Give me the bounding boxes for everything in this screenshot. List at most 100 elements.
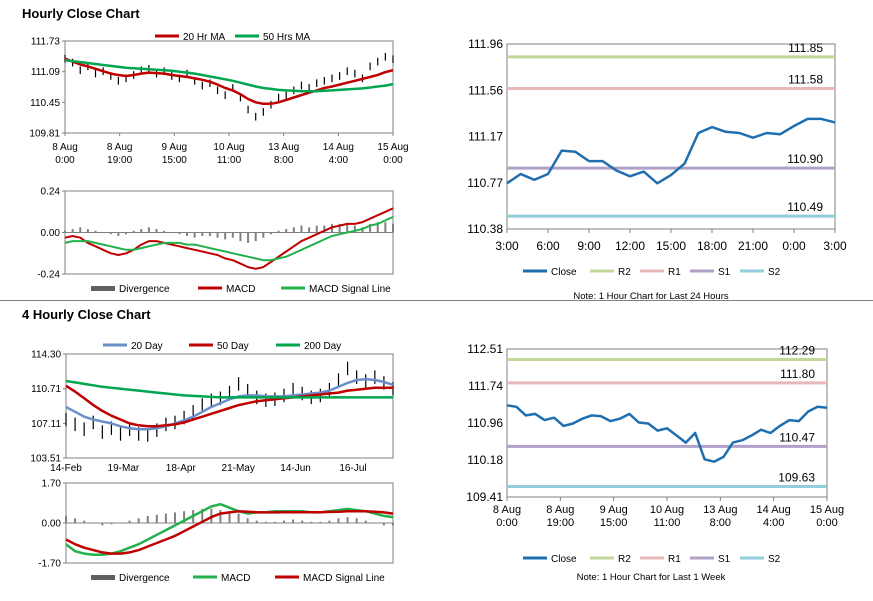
fourh-macd-ytick-0: 1.70 [42,479,62,490]
hourly-price-legend-label-1: 50 Hrs MA [263,32,311,43]
fourh-levels-level-label-s2: 109.63 [778,470,815,484]
fourh-levels-ytick-4: 109.41 [466,490,503,504]
fourh-price-ma20 [65,377,394,431]
hourly-price-xtick-day-1: 8 Aug [107,142,133,153]
fourh-price-xtick-4: 14-Jun [280,463,311,474]
hourly-macd-ytick-2: -0.24 [37,270,60,281]
fourh-price-xtick-5: 16-Jul [339,463,366,474]
fourh-price-legend-label-1: 50 Day [217,341,249,352]
hourly-levels-legend-label-1: R2 [618,267,631,278]
fourh-levels-xtick-day-1: 8 Aug [546,504,574,516]
hourly-macd-signal [64,215,394,262]
fourh-levels-ytick-2: 110.96 [467,416,503,430]
fourh-macd-ytick-1: 0.00 [42,519,62,530]
hourly-levels-ytick-1: 111.56 [468,83,503,97]
hourly-price-ytick-0: 111.73 [31,37,61,48]
hourly-levels-level-label-s2: 110.49 [787,200,823,214]
fourh-levels-xtick-time-1: 19:00 [547,517,575,529]
fourh-price-legend-label-2: 200 Day [304,341,341,352]
hourly-levels-ytick-3: 110.77 [467,176,503,190]
hourly-levels-legend-label-3: S1 [718,267,731,278]
hourly-price-xtick-day-4: 13 Aug [268,142,299,153]
hourly-price-xtick-day-2: 9 Aug [162,142,188,153]
hourly-price-xtick-day-3: 10 Aug [213,142,244,153]
fourh-levels-xtick-time-0: 0:00 [496,517,517,529]
fourh-price-ma50 [65,384,393,428]
fourh-macd-legend-label-0: Divergence [119,573,170,584]
hourly-levels-xtick-1: 6:00 [536,239,560,253]
hourly-levels-xtick-4: 15:00 [656,239,686,253]
hourly-price-ytick-2: 110.45 [30,98,60,109]
hourly-price-line-1 [64,57,394,106]
fourh-macd-legend-label-1: MACD [221,573,250,584]
hourly-macd-legend-label-1: MACD [226,284,255,295]
fourh-levels-ytick-1: 111.74 [468,379,503,393]
hourly-levels-ytick-2: 111.17 [468,130,503,144]
hourly-levels-xtick-5: 18:00 [697,239,727,253]
four-hourly-section-title: 4 Hourly Close Chart [22,307,151,322]
fourh-levels-legend-label-4: S2 [768,554,781,565]
fourh-price-xtick-0: 14-Feb [50,463,82,474]
hourly-levels-xtick-8: 3:00 [823,239,847,253]
hourly-macd-ytick-1: 0.00 [41,228,61,239]
hourly-price-line-2 [64,58,394,93]
fourh-levels-level-label-r2: 112.29 [779,344,815,358]
fourh-levels-xtick-time-5: 4:00 [763,517,784,529]
hourly-price-ytick-1: 111.09 [31,67,61,78]
fourh-levels-legend-label-3: S1 [718,554,731,565]
hourly-price-legend-label-0: 20 Hr MA [183,32,226,43]
hourly-levels-close-line [506,117,836,185]
fourh-price-ytick-1: 110.71 [31,384,61,395]
fourh-levels-xtick-time-6: 0:00 [816,517,837,529]
fourh-levels-xtick-time-3: 11:00 [654,517,681,529]
hourly-price-xtick-day-0: 8 Aug [52,142,78,153]
fourh-macd-signal [65,509,394,555]
fourh-price-xtick-3: 21-May [222,463,255,474]
hourly-price-xtick-day-6: 15 Aug [377,142,408,153]
hourly-levels-legend-label-0: Close [551,267,577,278]
fourh-levels-level-label-s1: 110.47 [779,430,815,444]
fourh-levels-xtick-day-3: 10 Aug [650,504,684,516]
hourly-levels-ytick-0: 111.96 [468,37,503,51]
hourly-levels-legend-label-4: S2 [768,267,781,278]
hourly-price-xtick-time-6: 0:00 [383,155,403,166]
fourh-price-ma200 [65,379,393,399]
hourly-price-xtick-time-1: 19:00 [107,155,132,166]
fourh-macd-legend-label-2: MACD Signal Line [303,573,385,584]
fourh-macd-line [65,502,394,557]
fourh-macd-legend-swatch-0 [91,575,115,580]
hourly-price-xtick-time-5: 4:00 [329,155,349,166]
hourly-levels-ytick-4: 110.38 [467,222,503,236]
hourly-levels-xtick-3: 12:00 [615,239,645,253]
fourh-price-ytick-3: 103.51 [30,454,61,465]
hourly-price-ytick-3: 109.81 [29,129,60,140]
hourly-levels-level-label-r1: 111.58 [788,72,823,86]
fourh-levels-xtick-time-4: 8:00 [710,517,731,529]
hourly-price-xtick-day-5: 14 Aug [323,142,354,153]
fourh-levels-xtick-day-6: 15 Aug [810,504,844,516]
hourly-macd-ytick-0: 0.24 [41,187,61,198]
fourh-levels-ytick-0: 112.51 [467,342,503,356]
hourly-levels-frame [506,43,836,230]
hourly-levels-level-label-s1: 110.90 [787,152,823,166]
hourly-macd-legend-label-0: Divergence [119,284,170,295]
fourh-levels-ytick-3: 110.18 [467,453,503,467]
hourly-levels-xtick-0: 3:00 [495,239,519,253]
hourly-levels-level-label-r2: 111.85 [788,41,823,55]
fourh-price-frame [65,353,394,459]
hourly-price-frame [64,40,394,134]
hourly-price-xtick-time-3: 11:00 [217,155,242,166]
fourh-price-legend-label-0: 20 Day [131,341,163,352]
fourh-levels-close-line [506,404,828,463]
fourh-levels-level-label-r1: 111.80 [780,367,815,381]
fourh-levels-legend-label-0: Close [551,554,577,565]
fourh-levels-xtick-day-4: 13 Aug [703,504,737,516]
hourly-levels-note: Note: 1 Hour Chart for Last 24 Hours [573,291,728,302]
hourly-levels-legend-label-2: R1 [668,267,681,278]
hourly-levels-xtick-7: 0:00 [782,239,806,253]
fourh-price-ytick-2: 107.11 [31,419,61,430]
fourh-levels-note: Note: 1 Hour Chart for Last 1 Week [577,572,726,583]
fourh-levels-xtick-time-2: 15:00 [600,517,628,529]
fourh-levels-legend-label-1: R2 [618,554,631,565]
